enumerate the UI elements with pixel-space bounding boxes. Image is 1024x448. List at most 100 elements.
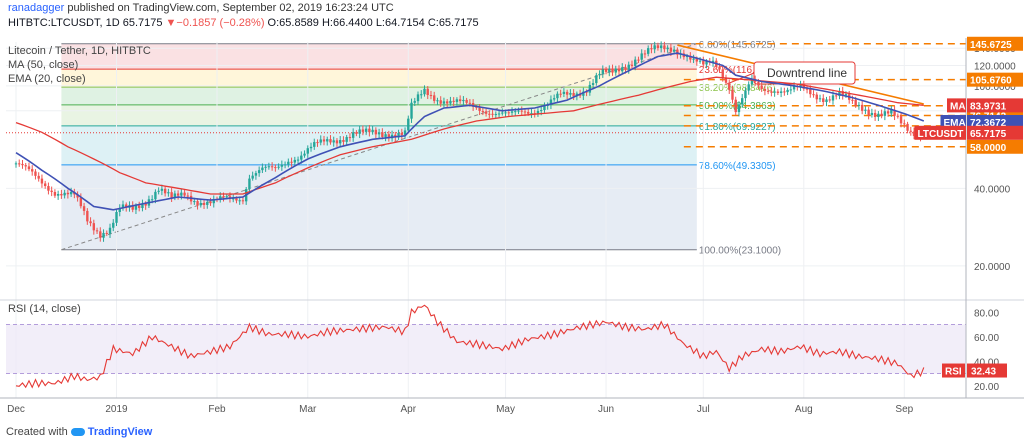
level-tag-box — [967, 36, 1023, 51]
candle-body — [433, 95, 436, 101]
candle-body — [514, 111, 517, 113]
candle-body — [225, 196, 228, 198]
candle-body — [442, 101, 446, 104]
level-tag-value: 58.0000 — [970, 143, 1007, 154]
candle-body — [523, 111, 527, 113]
candle-body — [825, 99, 828, 103]
candle-body — [377, 132, 381, 135]
candle-body — [770, 91, 773, 93]
candle-body — [776, 91, 780, 93]
candle-body — [364, 128, 368, 132]
candle-body — [420, 94, 423, 96]
candle-body — [313, 142, 316, 147]
candle-body — [728, 82, 731, 90]
candle-body — [235, 198, 238, 201]
candle-body — [481, 110, 485, 112]
legend-rsi[interactable]: RSI (14, close) — [8, 303, 81, 315]
candle-body — [598, 73, 601, 76]
price-tag-ema-name: EMA — [944, 118, 966, 129]
candle-body — [436, 100, 439, 102]
x-tick-label: Jun — [598, 404, 614, 415]
candle-body — [368, 128, 371, 133]
candle-body — [899, 116, 903, 124]
legend-ema[interactable]: EMA (20, close) — [8, 73, 86, 85]
x-tick-label: Apr — [401, 404, 417, 415]
candle-body — [689, 55, 692, 60]
candle-body — [637, 59, 640, 61]
fib-zone — [61, 104, 697, 126]
candle-body — [883, 111, 887, 116]
candle-body — [439, 100, 442, 104]
y-tick-label: 40.0000 — [974, 184, 1011, 195]
candle-body — [241, 200, 245, 202]
candle-body — [565, 91, 569, 95]
candle-body — [342, 140, 345, 142]
candle-body — [50, 190, 53, 192]
candle-body — [47, 186, 50, 191]
candle-body — [828, 99, 831, 101]
footer-brand[interactable]: TradingView — [87, 426, 153, 438]
candle-body — [345, 137, 348, 142]
candle-body — [877, 113, 880, 118]
candle-body — [698, 60, 702, 62]
candle-body — [731, 89, 734, 100]
candle-body — [646, 48, 650, 54]
candle-body — [306, 148, 309, 154]
candle-body — [588, 84, 592, 93]
candle-body — [34, 171, 37, 176]
candle-body — [562, 91, 566, 94]
candle-body — [747, 84, 750, 91]
fib-zone — [61, 87, 697, 105]
candle-body — [95, 230, 99, 232]
candle-body — [857, 104, 861, 106]
candle-body — [494, 114, 498, 116]
candle-body — [280, 164, 284, 167]
annotation-pointer — [726, 72, 755, 85]
candle-body — [274, 167, 277, 169]
legend-ma[interactable]: MA (50, close) — [8, 59, 79, 71]
fib-label: 61.80%(69.9227) — [699, 122, 776, 133]
candle-body — [666, 47, 669, 50]
x-tick-label: Dec — [7, 404, 25, 415]
candle-body — [497, 113, 501, 115]
candle-body — [896, 115, 900, 117]
candle-body — [656, 45, 660, 49]
candle-body — [212, 199, 215, 204]
candle-body — [18, 163, 21, 165]
candle-body — [484, 111, 488, 114]
candle-body — [293, 159, 297, 163]
candle-body — [69, 191, 73, 195]
tradingview-logo-icon — [70, 428, 85, 437]
y-tick-label: 20.0000 — [974, 262, 1011, 273]
author-link[interactable]: ranadagger — [8, 2, 65, 14]
candle-body — [789, 89, 793, 91]
candle-body — [744, 90, 747, 99]
legend-title[interactable]: Litecoin / Tether, 1D, HITBTC — [8, 45, 151, 57]
candle-body — [912, 131, 916, 137]
candle-body — [92, 223, 96, 231]
candle-body — [167, 192, 170, 194]
close-value: C:65.7175 — [427, 17, 479, 29]
price-change: ▼−0.1857 (−0.28%) — [165, 17, 265, 29]
candle-body — [591, 83, 595, 85]
candle-body — [60, 194, 63, 196]
candle-body — [290, 161, 293, 163]
candle-body — [445, 101, 449, 104]
candle-body — [510, 111, 514, 113]
candle-body — [202, 203, 206, 205]
candle-body — [326, 139, 329, 142]
candle-body — [287, 161, 290, 165]
candle-body — [705, 61, 708, 65]
candle-body — [783, 91, 786, 93]
candle-body — [141, 203, 144, 209]
candle-body — [838, 91, 841, 97]
candle-body — [351, 132, 355, 138]
candle-body — [339, 140, 342, 144]
candle-body — [329, 139, 332, 143]
rsi-tick-label: 60.00 — [974, 333, 999, 344]
candle-body — [125, 204, 128, 208]
candle-body — [261, 167, 264, 171]
candle-body — [371, 129, 374, 133]
fib-zone — [61, 69, 697, 88]
